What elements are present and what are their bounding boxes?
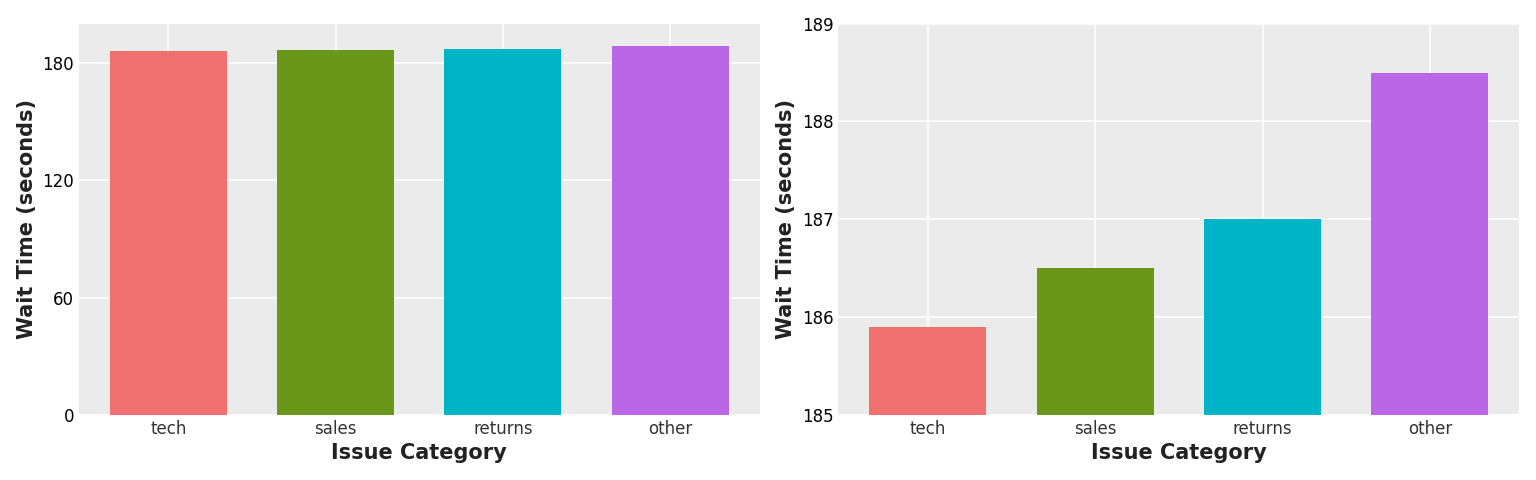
Y-axis label: Wait Time (seconds): Wait Time (seconds) xyxy=(17,99,37,339)
Bar xyxy=(444,49,562,415)
Bar xyxy=(1037,268,1154,480)
Bar xyxy=(276,50,395,415)
Bar xyxy=(611,46,728,415)
Bar xyxy=(869,327,986,480)
Bar xyxy=(109,51,227,415)
X-axis label: Issue Category: Issue Category xyxy=(1091,444,1267,463)
Y-axis label: Wait Time (seconds): Wait Time (seconds) xyxy=(776,99,796,339)
Bar xyxy=(1204,219,1321,480)
X-axis label: Issue Category: Issue Category xyxy=(332,444,507,463)
Bar xyxy=(1372,72,1488,480)
